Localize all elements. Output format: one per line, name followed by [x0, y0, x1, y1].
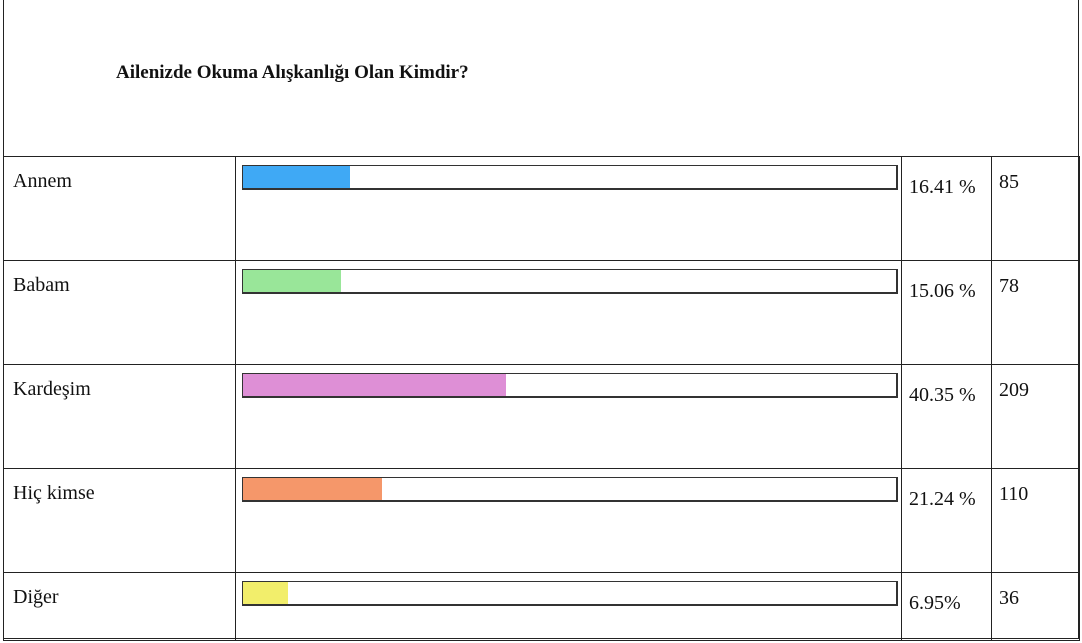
count-cell: 110	[991, 468, 1080, 573]
bar-track	[242, 269, 898, 294]
count-label: 209	[999, 379, 1029, 401]
bar-track	[242, 581, 898, 606]
percent-label: 21.24 %	[909, 488, 976, 510]
row-label-cell: Annem	[3, 156, 236, 261]
bar-cell	[235, 572, 902, 641]
percent-label: 6.95%	[909, 592, 961, 614]
percent-label: 40.35 %	[909, 384, 976, 406]
table-row: Kardeşim 40.35 % 209	[3, 364, 1080, 469]
row-label-cell: Diğer	[3, 572, 236, 641]
results-table: Annem 16.41 % 85 Babam 15.06 % 78 Kardeş…	[3, 156, 1080, 641]
percent-cell: 16.41 %	[901, 156, 992, 261]
option-label: Annem	[13, 170, 72, 192]
table-row: Hiç kimse 21.24 % 110	[3, 468, 1080, 573]
bar-kardesim	[243, 374, 507, 396]
percent-label: 16.41 %	[909, 176, 976, 198]
count-cell: 36	[991, 572, 1080, 641]
percent-cell: 15.06 %	[901, 260, 992, 365]
count-cell: 78	[991, 260, 1080, 365]
percent-label: 15.06 %	[909, 280, 976, 302]
count-cell: 85	[991, 156, 1080, 261]
bar-annem	[243, 166, 351, 188]
bar-track	[242, 477, 898, 502]
bar-track	[242, 165, 898, 190]
table-row: Babam 15.06 % 78	[3, 260, 1080, 365]
option-label: Babam	[13, 274, 70, 296]
row-label-cell: Babam	[3, 260, 236, 365]
bar-cell	[235, 260, 902, 365]
count-label: 85	[999, 171, 1019, 193]
count-label: 78	[999, 275, 1019, 297]
chart-title: Ailenizde Okuma Alışkanlığı Olan Kimdir?	[116, 62, 469, 83]
row-label-cell: Kardeşim	[3, 364, 236, 469]
percent-cell: 21.24 %	[901, 468, 992, 573]
bar-track	[242, 373, 898, 398]
table-row: Annem 16.41 % 85	[3, 156, 1080, 261]
row-label-cell: Hiç kimse	[3, 468, 236, 573]
bar-cell	[235, 364, 902, 469]
bar-cell	[235, 468, 902, 573]
bar-cell	[235, 156, 902, 261]
count-cell: 209	[991, 364, 1080, 469]
option-label: Kardeşim	[13, 378, 91, 400]
bar-diger	[243, 582, 289, 604]
count-label: 110	[999, 483, 1029, 505]
percent-cell: 40.35 %	[901, 364, 992, 469]
option-label: Diğer	[13, 586, 59, 608]
bar-babam	[243, 270, 342, 292]
count-label: 36	[999, 587, 1019, 609]
percent-cell: 6.95%	[901, 572, 992, 641]
bar-hic-kimse	[243, 478, 382, 500]
table-row: Diğer 6.95% 36	[3, 572, 1080, 641]
option-label: Hiç kimse	[13, 482, 95, 504]
